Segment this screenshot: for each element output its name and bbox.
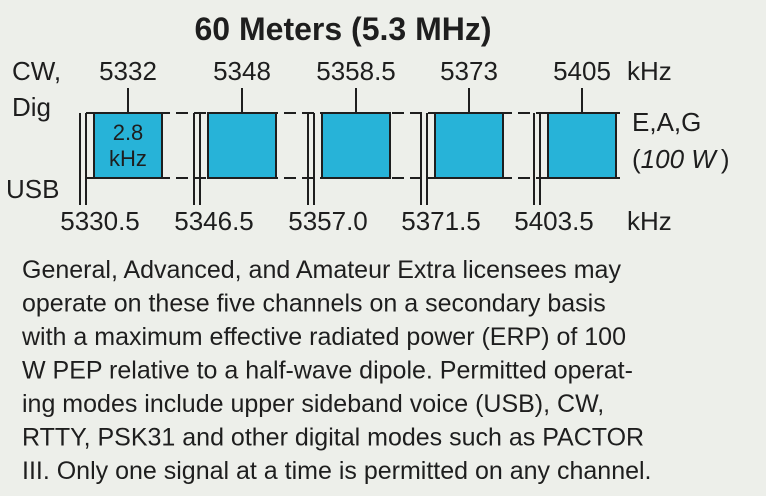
power-value: 100 W (641, 144, 719, 174)
description-line: W PEP relative to a half-wave dipole. Pe… (22, 357, 633, 385)
left-label: Dig (12, 92, 51, 122)
power: (100 W) (632, 144, 730, 174)
channel-box (207, 112, 277, 179)
power-close: ) (721, 144, 730, 174)
channel-box (93, 112, 163, 179)
channel-box (321, 112, 391, 179)
top-unit: kHz (627, 56, 672, 86)
channel-box (547, 112, 617, 179)
power-open: ( (632, 144, 641, 174)
center-frequency: 5358.5 (316, 56, 396, 86)
left-label: CW, (12, 56, 61, 86)
center-frequency: 5405 (553, 56, 611, 86)
description-line: ing modes include upper sideband voice (… (22, 390, 604, 418)
lower-frequency: 5403.5 (514, 206, 594, 236)
description: General, Advanced, and Amateur Extra lic… (21, 256, 652, 485)
lower-frequency: 5357.0 (288, 206, 368, 236)
description-line: RTTY, PSK31 and other digital modes such… (22, 424, 644, 452)
description-line: operate on these five channels on a seco… (22, 290, 606, 318)
lower-frequency: 5371.5 (401, 206, 481, 236)
bottom-unit: kHz (627, 206, 672, 236)
licensees: E,A,G (632, 107, 701, 137)
bandwidth-label: kHz (109, 146, 147, 171)
title: 60 Meters (5.3 MHz) (195, 11, 492, 47)
bandwidth-label: 2.8 (113, 120, 144, 145)
description-line: III. Only one signal at a time is permit… (22, 457, 652, 485)
channel-box (434, 112, 504, 179)
lower-frequency: 5346.5 (174, 206, 254, 236)
lower-frequency: 5330.5 (60, 206, 140, 236)
left-label: USB (6, 174, 59, 204)
center-frequency: 5332 (99, 56, 157, 86)
description-line: General, Advanced, and Amateur Extra lic… (22, 256, 621, 284)
center-frequency: 5348 (213, 56, 271, 86)
description-line: with a maximum effective radiated power … (21, 323, 626, 351)
channels: 5332 5330.5 5348 5346.5 5358.5 5357.0 5373 5371… (60, 56, 617, 236)
center-frequency: 5373 (440, 56, 498, 86)
